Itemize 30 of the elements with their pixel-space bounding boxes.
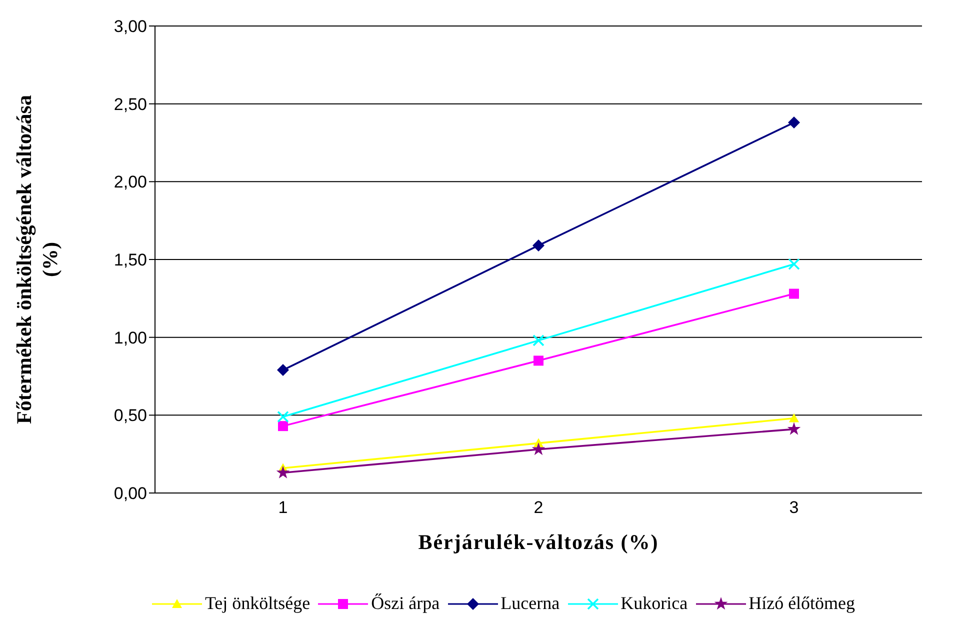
y-tick-label: 1,00 bbox=[114, 328, 147, 348]
point bbox=[278, 421, 288, 432]
point bbox=[276, 466, 290, 478]
point bbox=[787, 422, 801, 435]
x-tick-label: 2 bbox=[534, 498, 544, 518]
y-tick-label: 3,00 bbox=[114, 17, 147, 36]
point bbox=[277, 364, 289, 376]
point bbox=[532, 442, 546, 456]
point bbox=[277, 410, 289, 423]
point bbox=[788, 116, 800, 129]
point bbox=[532, 239, 544, 252]
legend-label: Lucerna bbox=[500, 593, 560, 614]
x-tick-label: 3 bbox=[789, 498, 799, 518]
y-axis-title: Főtermékek önköltségének változása (%) bbox=[12, 94, 62, 424]
x-axis-title: Bérjárulék-változás (%) bbox=[418, 530, 659, 554]
y-tick-label: 0,00 bbox=[114, 484, 147, 504]
y-tick-label: 2,50 bbox=[114, 94, 147, 114]
point bbox=[788, 258, 800, 270]
y-tick-label: 1,50 bbox=[114, 250, 147, 270]
point bbox=[789, 413, 799, 422]
y-tick-label: 0,50 bbox=[114, 406, 147, 426]
point bbox=[534, 356, 544, 366]
legend-label: Kukorica bbox=[620, 593, 688, 614]
legend-label: Hízó élőtömeg bbox=[748, 593, 856, 614]
legend-label: Tej önköltsége bbox=[204, 593, 310, 614]
y-tick-label: 2,00 bbox=[114, 172, 147, 192]
point bbox=[789, 288, 799, 299]
x-tick-label: 1 bbox=[278, 498, 288, 518]
point bbox=[532, 334, 544, 346]
legend-label: Őszi árpa bbox=[371, 593, 440, 614]
